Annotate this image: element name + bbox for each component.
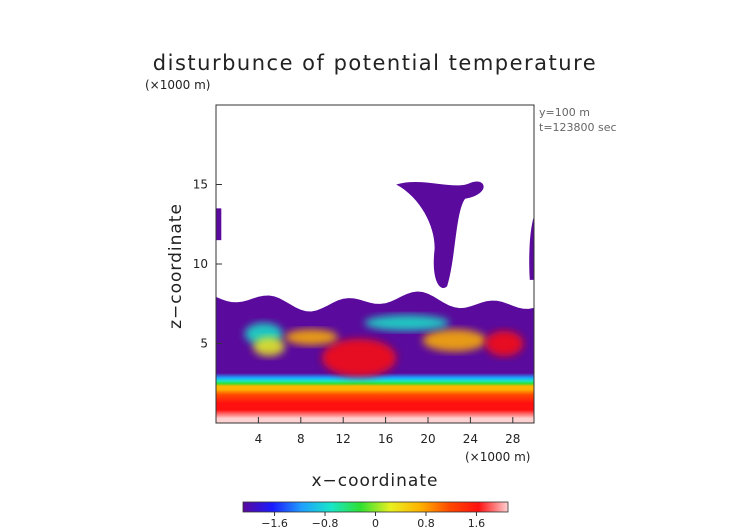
colorbar-ticks: −1.6 −0.8 0 0.8 1.6 (261, 512, 485, 530)
y-tick-label: 5 (200, 337, 208, 351)
x-tick-label: 24 (463, 432, 478, 446)
annotation-y: y=100 m (539, 106, 590, 119)
x-tick-label: 12 (336, 432, 351, 446)
y-axis-unit: (×1000 m) (145, 78, 210, 92)
x-tick-label: 4 (255, 432, 263, 446)
heatmap-cold-right-edge (529, 216, 534, 280)
x-axis-label: x−coordinate (312, 471, 439, 491)
x-tick-label: 20 (420, 432, 435, 446)
field-layers (216, 181, 534, 423)
x-tick-label: 8 (297, 432, 305, 446)
x-tick-label: 28 (505, 432, 520, 446)
colorbar-tick-label: 0.8 (417, 517, 435, 530)
heatmap-blob-4 (485, 330, 524, 357)
plot-area (216, 105, 534, 423)
heatmap-blob-2 (322, 338, 397, 377)
annotation-t: t=123800 sec (539, 121, 617, 134)
y-axis: 5 10 15 (193, 178, 222, 351)
y-tick-label: 15 (193, 178, 208, 192)
heatmap-blob-6 (364, 314, 450, 331)
heatmap-blob-5 (284, 329, 338, 346)
colorbar-tick-label: 0 (372, 517, 379, 530)
x-axis-unit: (×1000 m) (465, 450, 530, 464)
y-tick-label: 10 (193, 257, 208, 271)
colorbar-tick-label: 1.6 (468, 517, 486, 530)
y-axis-label: z−coordinate (166, 203, 186, 329)
colorbar-tick-label: −0.8 (312, 517, 339, 530)
x-tick-label: 16 (378, 432, 393, 446)
colorbar (242, 501, 509, 513)
heatmap-cold-left-edge (216, 208, 222, 241)
x-axis: 4 8 12 16 20 24 28 (255, 417, 520, 446)
colorbar-tick-label: −1.6 (261, 517, 288, 530)
heatmap-cold-plume (396, 181, 484, 289)
heatmap-blob-3 (422, 329, 487, 352)
heatmap-blob-1 (253, 337, 285, 357)
chart-title: disturbunce of potential temperature (153, 51, 597, 75)
